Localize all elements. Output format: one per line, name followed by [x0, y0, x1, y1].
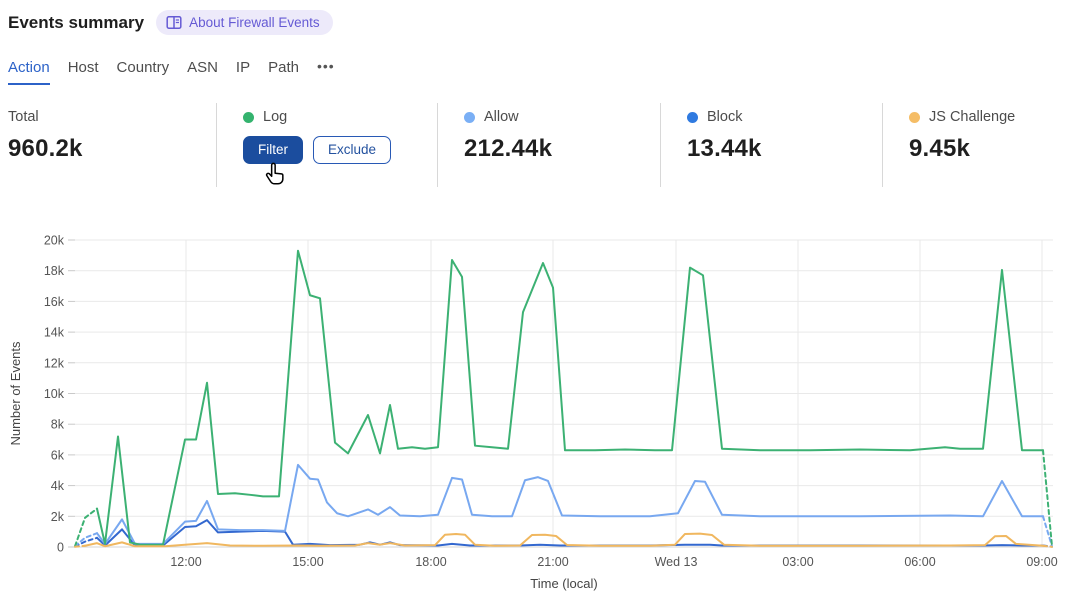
svg-text:15:00: 15:00 — [292, 555, 323, 569]
allow-series-dot — [464, 111, 475, 123]
log-series-dot — [243, 111, 254, 123]
tab-host[interactable]: Host — [67, 59, 99, 76]
svg-text:18k: 18k — [44, 264, 65, 278]
tab-path[interactable]: Path — [268, 59, 299, 76]
svg-text:20k: 20k — [44, 234, 65, 248]
stat-label-total: Total — [8, 109, 39, 125]
tab-action[interactable]: Action — [8, 59, 50, 85]
svg-text:16k: 16k — [44, 295, 65, 309]
about-firewall-events-badge[interactable]: About Firewall Events — [156, 10, 333, 35]
page-title: Events summary — [8, 12, 145, 32]
svg-text:0: 0 — [57, 541, 64, 555]
tab-ip[interactable]: IP — [235, 59, 251, 76]
svg-text:14k: 14k — [44, 326, 65, 340]
stat-label-allow: Allow — [484, 109, 519, 125]
stat-value-allow: 212.44k — [464, 135, 553, 162]
stat-value-js-challenge: 9.45k — [909, 135, 971, 162]
svg-text:Number of Events: Number of Events — [8, 341, 23, 446]
svg-text:10k: 10k — [44, 387, 65, 401]
open-book-icon — [166, 16, 182, 29]
svg-text:Wed 13: Wed 13 — [655, 555, 698, 569]
js-challenge-series-dot — [909, 111, 920, 123]
stat-card-allow: Allow 212.44k — [437, 103, 660, 187]
svg-text:12:00: 12:00 — [170, 555, 201, 569]
svg-text:18:00: 18:00 — [415, 555, 446, 569]
stat-card-block: Block 13.44k — [660, 103, 882, 187]
stat-card-total: Total 960.2k — [8, 103, 216, 187]
tabs-more-ellipsis-icon[interactable]: ••• — [316, 58, 335, 74]
svg-text:21:00: 21:00 — [537, 555, 568, 569]
svg-text:06:00: 06:00 — [904, 555, 935, 569]
svg-text:8k: 8k — [51, 418, 65, 432]
block-series-dot — [687, 111, 698, 123]
svg-text:Time (local): Time (local) — [530, 576, 597, 591]
svg-text:4k: 4k — [51, 479, 65, 493]
stat-card-log: Log Filter Exclude — [216, 103, 437, 187]
svg-text:6k: 6k — [51, 448, 65, 462]
stat-label-block: Block — [707, 109, 743, 125]
tab-bar: Action Host Country ASN IP Path ••• — [8, 58, 335, 85]
stat-value-block: 13.44k — [687, 135, 762, 162]
stat-label-js-challenge: JS Challenge — [929, 109, 1016, 125]
about-badge-label: About Firewall Events — [189, 15, 320, 30]
stat-value-total: 960.2k — [8, 135, 83, 162]
svg-text:09:00: 09:00 — [1026, 555, 1057, 569]
stat-label-log: Log — [263, 109, 288, 125]
stat-card-js-challenge: JS Challenge 9.45k — [882, 103, 1060, 187]
stats-row: Total 960.2k Log Filter Exclude Allow 21… — [8, 103, 1060, 187]
filter-button[interactable]: Filter — [243, 136, 303, 164]
svg-text:2k: 2k — [51, 510, 65, 524]
svg-text:12k: 12k — [44, 356, 65, 370]
header: Events summary About Firewall Events — [8, 10, 333, 35]
svg-text:03:00: 03:00 — [782, 555, 813, 569]
tab-asn[interactable]: ASN — [187, 59, 218, 76]
exclude-button[interactable]: Exclude — [313, 136, 392, 164]
tab-country[interactable]: Country — [116, 59, 170, 76]
